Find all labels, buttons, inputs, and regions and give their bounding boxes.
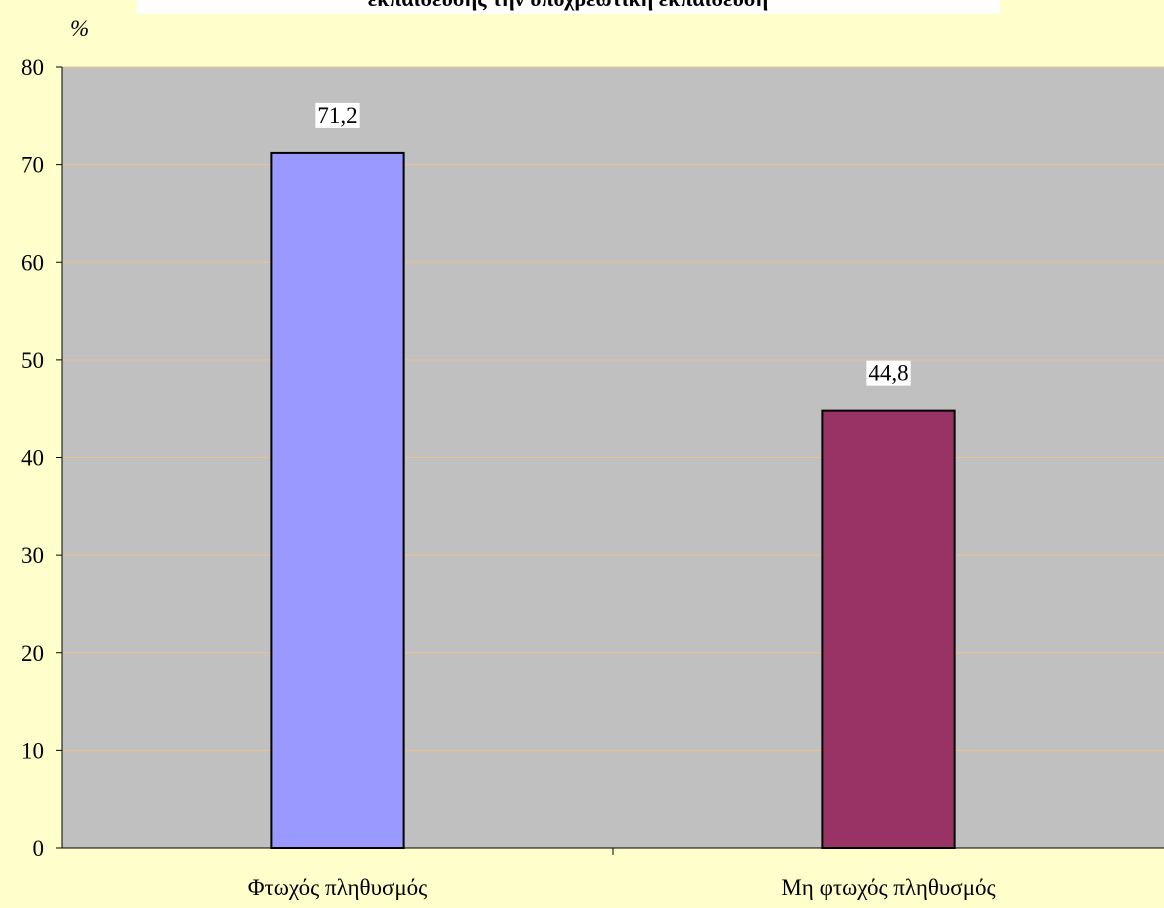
data-label: 71,2	[317, 103, 357, 128]
y-tick-label: 70	[21, 153, 44, 178]
y-tick-label: 30	[21, 543, 44, 568]
y-tick-label: 50	[21, 348, 44, 373]
y-tick-label: 20	[21, 641, 44, 666]
data-label-box	[866, 360, 911, 386]
bar	[821, 409, 956, 849]
y-tick-label: 40	[21, 446, 44, 471]
y-tick-label: 10	[21, 738, 44, 763]
bar	[270, 151, 405, 850]
x-tick-label: Φτωχός πληθυσμός	[248, 875, 428, 900]
data-label: 44,8	[868, 361, 908, 386]
y-tick-label: 80	[21, 55, 44, 80]
x-tick-label: Μη φτωχός πληθυσμός	[781, 875, 995, 900]
title-box	[137, 0, 1000, 14]
chart-title: εκπαίδευσης την υποχρεωτική εκπαίδευση	[368, 0, 768, 11]
y-axis-label: %	[70, 16, 89, 41]
data-label-box	[315, 102, 360, 128]
y-tick-label: 60	[21, 250, 44, 275]
y-tick-label: 0	[33, 836, 45, 861]
